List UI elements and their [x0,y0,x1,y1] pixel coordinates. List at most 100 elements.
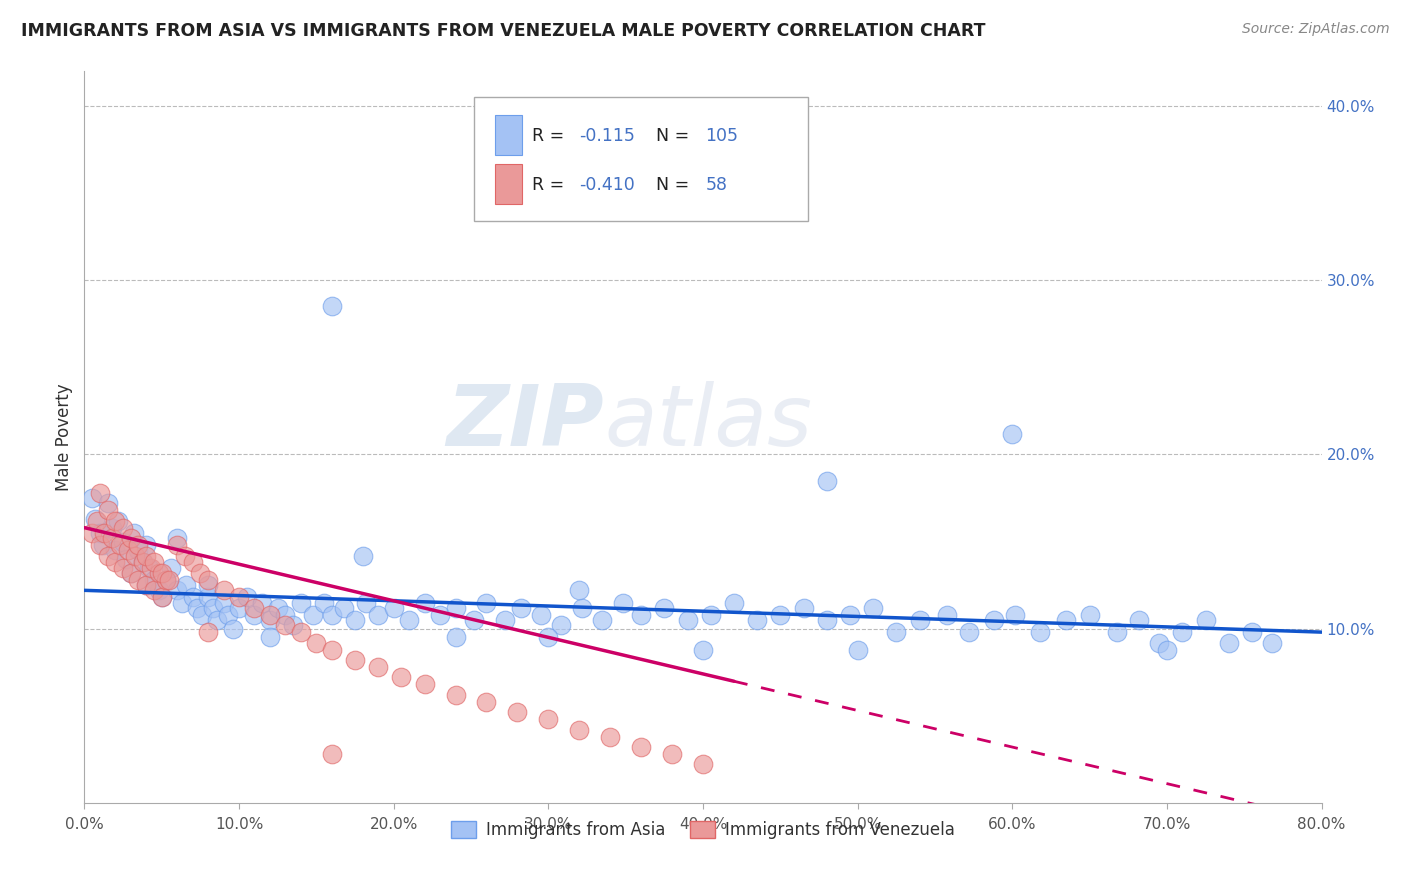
Point [143,573,166,587]
Point [197,573,219,587]
Point [197,591,219,605]
Point [259,631,281,645]
Point [96,503,118,517]
Point [135,578,157,592]
Point [143,556,166,570]
Point [89,525,111,540]
Text: atlas: atlas [605,381,813,464]
Point [367,607,389,622]
Point [188,566,211,580]
Text: 105: 105 [706,127,738,145]
Bar [495,115,523,155]
Point [150,591,173,605]
Point [463,613,485,627]
Point [274,618,297,632]
Point [815,474,838,488]
Point [104,543,127,558]
Point [983,613,1005,627]
Text: Source: ZipAtlas.com: Source: ZipAtlas.com [1241,22,1389,37]
Point [166,538,188,552]
Point [267,600,290,615]
Point [82,525,104,540]
Point [259,607,281,622]
Point [212,595,235,609]
Point [630,607,652,622]
Point [222,622,245,636]
Point [135,538,157,552]
Point [166,583,188,598]
Point [1218,635,1240,649]
Point [181,556,204,570]
Point [127,573,149,587]
Point [228,600,250,615]
Point [127,543,149,558]
Point [108,538,131,552]
Point [676,613,699,627]
Point [84,512,107,526]
Point [207,613,229,627]
Point [112,534,135,549]
Point [1147,635,1170,649]
Text: ZIP: ZIP [446,381,605,464]
Point [120,566,142,580]
Point [599,730,621,744]
Point [96,496,118,510]
Y-axis label: Male Poverty: Male Poverty [55,384,73,491]
Text: N =: N = [657,127,695,145]
Point [166,531,188,545]
Point [1240,625,1263,640]
Point [475,595,498,609]
Point [413,595,436,609]
Point [444,688,467,702]
Point [1261,635,1284,649]
Point [769,607,792,622]
Point [444,600,467,615]
Point [243,600,266,615]
Point [122,525,145,540]
Point [160,560,183,574]
Point [321,747,343,761]
Point [155,573,177,587]
Point [112,560,135,574]
Point [104,556,127,570]
Point [212,583,235,598]
Point [1004,607,1026,622]
Point [174,549,197,563]
Point [343,653,366,667]
Point [135,578,157,592]
Point [571,600,593,615]
Point [838,607,860,622]
Point [143,583,166,598]
Point [413,677,436,691]
Point [343,613,366,627]
Point [321,642,343,657]
Point [197,625,219,640]
Point [509,600,531,615]
Point [529,607,551,622]
Text: R =: R = [533,127,569,145]
Point [550,618,572,632]
Point [159,573,180,587]
Point [101,521,124,535]
Point [201,600,224,615]
Point [652,600,675,615]
Point [333,600,356,615]
Point [132,556,155,570]
Point [692,642,714,657]
Point [1078,607,1101,622]
Point [630,740,652,755]
Point [290,625,312,640]
Point [93,525,115,540]
Point [886,625,908,640]
Point [117,543,139,558]
Point [398,613,420,627]
Point [815,613,838,627]
Point [862,600,884,615]
Point [82,491,104,505]
Point [148,566,170,580]
Bar [495,164,523,204]
Point [1171,625,1194,640]
Point [228,591,250,605]
Point [120,566,142,580]
Point [537,712,560,726]
